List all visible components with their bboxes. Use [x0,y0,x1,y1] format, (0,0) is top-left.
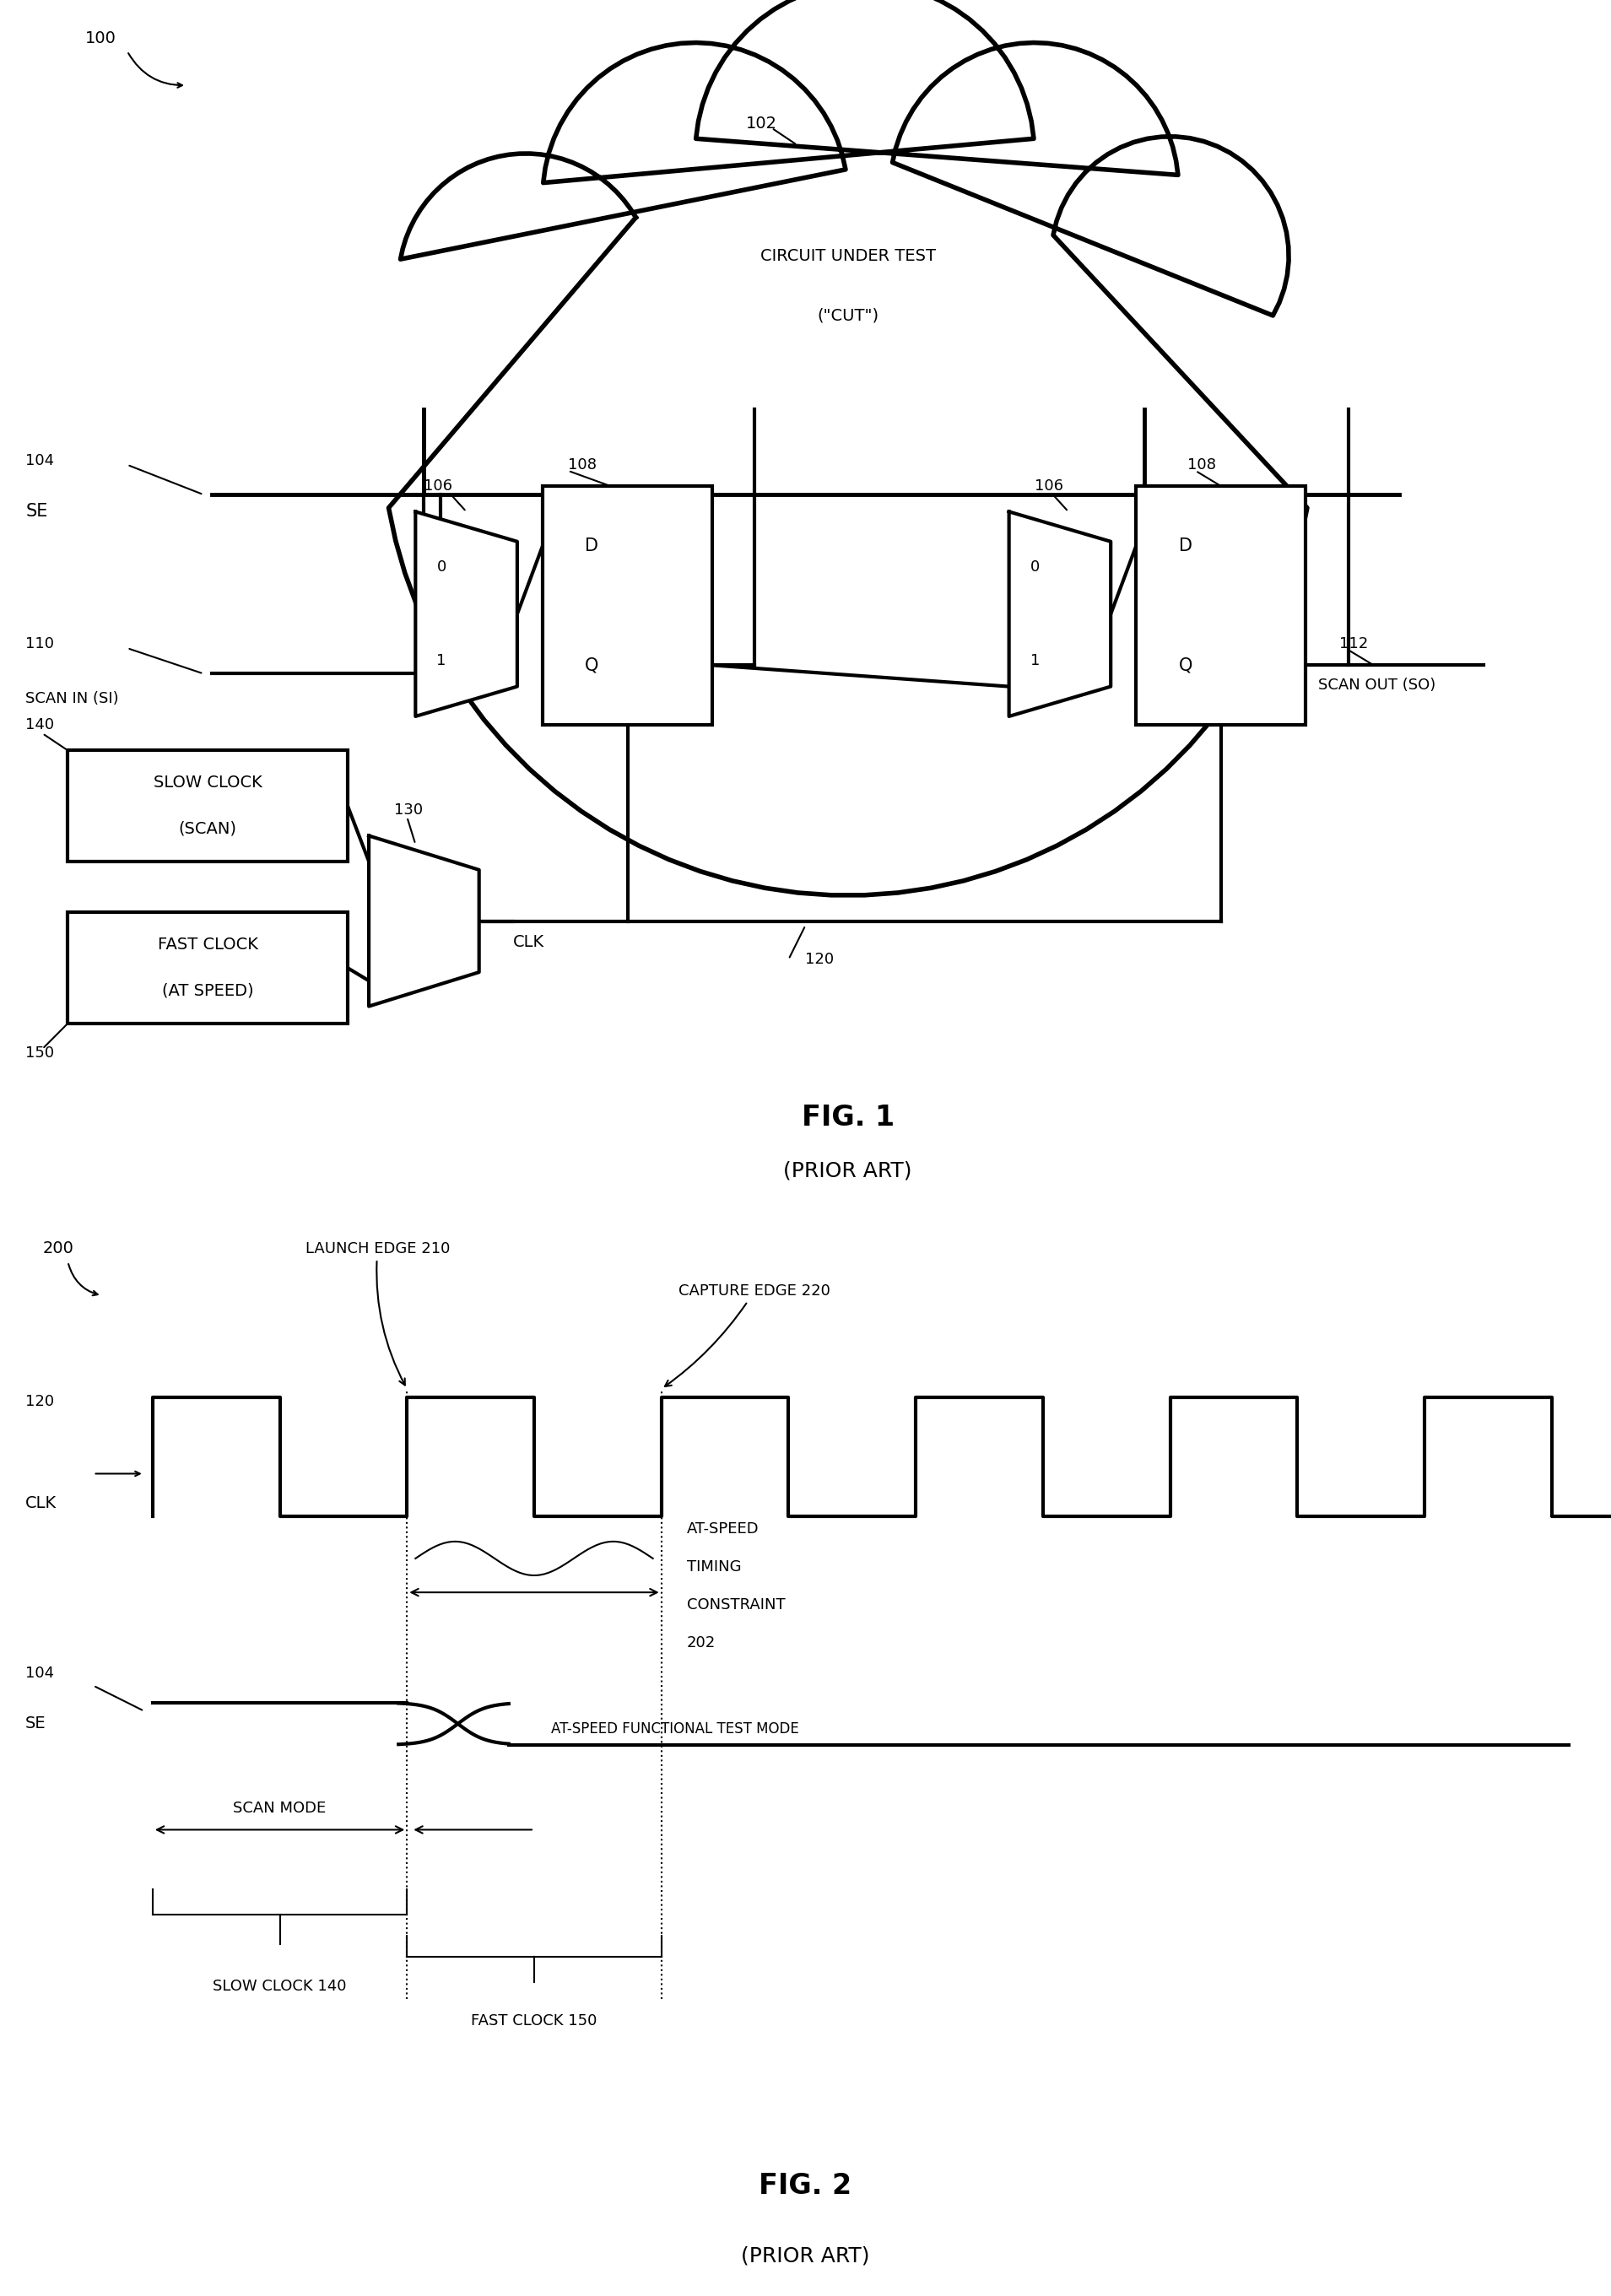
Text: Q: Q [1179,657,1192,673]
Text: (SCAN): (SCAN) [179,822,237,838]
Text: LAUNCH EDGE 210: LAUNCH EDGE 210 [304,1242,449,1384]
Text: 150: 150 [26,1045,55,1061]
Text: 120: 120 [806,953,834,967]
Text: SLOW CLOCK 140: SLOW CLOCK 140 [213,1979,346,1995]
Text: 112: 112 [1340,636,1369,652]
Text: 200: 200 [42,1240,74,1256]
Text: 106: 106 [1034,478,1063,494]
Text: 102: 102 [746,115,778,131]
Text: 0: 0 [437,560,446,574]
Polygon shape [369,836,478,1006]
Text: SE: SE [26,503,48,519]
Text: 104: 104 [26,452,55,468]
Text: FIG. 2: FIG. 2 [759,2172,852,2200]
Text: AT-SPEED FUNCTIONAL TEST MODE: AT-SPEED FUNCTIONAL TEST MODE [551,1722,799,1736]
Text: D: D [585,537,599,553]
Text: 108: 108 [569,457,596,473]
Text: CIRCUIT UNDER TEST: CIRCUIT UNDER TEST [760,248,936,264]
Text: 120: 120 [26,1394,55,1410]
Bar [1136,487,1307,726]
Text: 104: 104 [26,1665,55,1681]
Text: AT-SPEED: AT-SPEED [686,1522,759,1536]
Text: SCAN MODE: SCAN MODE [234,1800,327,1816]
Text: CAPTURE EDGE 220: CAPTURE EDGE 220 [665,1283,830,1387]
Text: FAST CLOCK: FAST CLOCK [158,937,258,953]
Bar [543,487,712,726]
Text: 106: 106 [424,478,453,494]
Text: TIMING: TIMING [686,1559,741,1575]
Polygon shape [388,0,1307,895]
Text: 108: 108 [1187,457,1216,473]
Text: CLK: CLK [512,934,545,951]
Text: ("CUT"): ("CUT") [817,308,878,324]
Bar [68,912,348,1024]
Bar [68,751,348,861]
Text: Q: Q [585,657,599,673]
Text: 1: 1 [1029,654,1039,668]
Text: (PRIOR ART): (PRIOR ART) [783,1162,912,1180]
Text: SCAN IN (SI): SCAN IN (SI) [26,691,119,705]
Text: 100: 100 [85,30,116,46]
Text: CLK: CLK [26,1495,56,1511]
Text: FAST CLOCK 150: FAST CLOCK 150 [470,2014,598,2027]
Text: (PRIOR ART): (PRIOR ART) [741,2245,870,2266]
Text: D: D [1179,537,1192,553]
Text: 130: 130 [395,804,424,817]
Text: CONSTRAINT: CONSTRAINT [686,1598,785,1612]
Text: 1: 1 [437,654,446,668]
Text: 110: 110 [26,636,55,652]
Text: 202: 202 [686,1635,715,1651]
Text: SCAN OUT (SO): SCAN OUT (SO) [1318,677,1435,693]
Text: SE: SE [26,1715,47,1731]
Polygon shape [1008,512,1110,716]
Text: 140: 140 [26,716,55,732]
Text: SLOW CLOCK: SLOW CLOCK [153,774,263,790]
Text: FIG. 1: FIG. 1 [801,1104,894,1132]
Text: 0: 0 [1029,560,1039,574]
Text: (AT SPEED): (AT SPEED) [161,983,253,999]
Polygon shape [416,512,517,716]
